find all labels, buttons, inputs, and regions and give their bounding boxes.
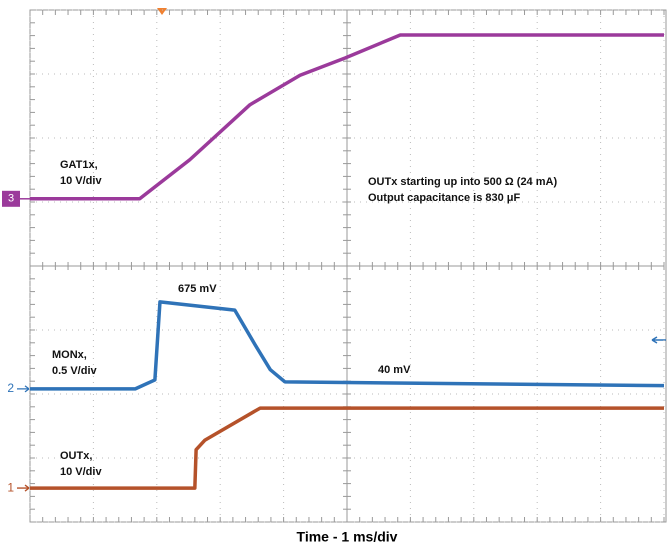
annotation: Output capacitance is 830 μF <box>368 192 521 204</box>
trace <box>30 300 665 391</box>
channel-arrow <box>17 385 30 393</box>
trigger-marker <box>157 8 167 15</box>
trace <box>30 406 664 490</box>
channel-label: 3 <box>8 193 14 205</box>
channel-label: 2 <box>7 381 14 395</box>
annotation: 10 V/div <box>60 175 102 187</box>
annotation: 0.5 V/div <box>52 365 98 377</box>
channel-label: 1 <box>7 480 14 494</box>
annotation: 675 mV <box>178 283 217 295</box>
annotation: OUTx starting up into 500 Ω (24 mA) <box>368 176 557 188</box>
annotation: 40 mV <box>378 364 411 376</box>
trace <box>30 33 664 201</box>
annotation: MONx, <box>52 349 87 361</box>
annotation: OUTx, <box>60 450 92 462</box>
annotation: 10 V/div <box>60 466 102 478</box>
annotation: GAT1x, <box>60 159 98 171</box>
channel-arrow <box>17 484 30 492</box>
x-axis-label: Time - 1 ms/div <box>297 529 398 545</box>
channel-marker <box>2 190 20 207</box>
